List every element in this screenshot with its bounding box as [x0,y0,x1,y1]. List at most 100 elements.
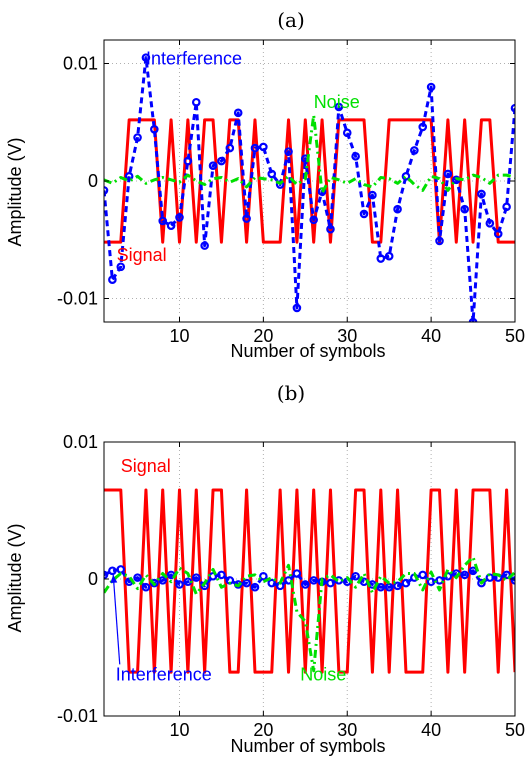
panel-a-interference-point [133,133,142,142]
panel-a-interference-point [108,275,117,285]
panel-a-interference-point [309,215,318,225]
panel-a-y-tick-label: 0.01 [63,54,98,74]
panel-b-interference-point [191,573,201,582]
panel-b-y-tick-label: -0.01 [57,706,98,726]
panel-a-x-tick-label: 40 [421,326,441,346]
panel-b-annotation-interference: Interference [116,664,212,684]
panel-b-y-axis-title: Amplitude (V) [5,523,25,632]
panel-a-noise-line [104,113,515,195]
panel-a-interference-point [267,169,277,179]
panel-a-interference-point [250,143,260,153]
panel-a-x-tick-label: 20 [253,326,273,346]
panel-a-interference-point [141,53,151,62]
panel-b-interference-point [267,578,277,588]
panel-a-interference-point [359,209,369,219]
panel-b-y-tick-label: 0 [88,569,98,589]
panel-a-x-tick-label: 50 [505,326,525,346]
panel-a-annotation-noise: Noise [314,92,360,112]
panel-a-interference-point [150,125,159,134]
panel-a-interference-point [342,128,352,138]
panel-a-x-axis-title: Number of symbols [230,341,385,361]
panel-a-interference-point [191,97,201,107]
panel-a-interference-point [426,82,436,92]
panel-a-interference-point [460,204,469,214]
panel-a-annotation-interference: Interference [146,49,242,69]
panel-a-interference-point [351,152,360,161]
panel-b-interference-point [393,581,402,591]
panel-b-interference-point [217,570,226,580]
panel-b-interference-point [502,570,511,580]
panel-b-interference-point [259,571,268,581]
panel-a-interference-point [200,241,209,250]
panel-a-interference-point [242,214,251,223]
panel-b-interference-point [309,576,318,585]
panel-b-interference-point [418,570,428,580]
panel-a-interference-line [104,56,515,322]
panel-a-x-tick-label: 30 [337,326,357,346]
panel-b-interference-point [301,580,310,589]
panel-b-x-tick-label: 40 [421,720,441,740]
panel-a-x-tick-label: 10 [169,326,189,346]
panel-b-interference-point [175,580,184,589]
panel-a-interference-point [502,202,511,212]
panel-b-interference-point [108,566,117,576]
panel-b-interference-point [477,578,486,588]
panel-a-y-axis-title: Amplitude (V) [5,137,25,246]
panel-b-interference-point [326,578,335,588]
panel-a-interference-point [175,213,184,222]
panel-a-interference-point [292,303,302,313]
panel-a-interference-point [401,172,411,181]
panel-b-interference-point [150,578,159,588]
panel-b-x-tick-label: 50 [505,720,525,740]
panel-b-interference-point [376,582,386,592]
panel-a-interference-point [384,251,394,261]
panel-a-y-tick-label: 0 [88,171,98,191]
panel-b-label: (b) [277,381,305,405]
panel-a-interference-point [326,224,335,234]
panel-a-interference-point [116,262,126,272]
panel-b-chart: 10 20 30 40 50 -0.01 0 0.01 Signal Interference No… [57,432,525,740]
panel-b-noise-line [104,555,515,673]
panel-b-interference-point [401,578,411,588]
panel-b-annotation-signal: Signal [121,456,171,476]
panel-a-annotation-signal: Signal [117,245,167,265]
panel-a-interference-point [158,216,168,226]
panel-a-interference-point [376,254,386,263]
panel-b-interference-point [351,571,360,581]
panel-a-interference-point [435,236,444,246]
panel-b-y-tick-label: 0.01 [63,432,98,452]
panel-a-interference-point [259,142,268,152]
panel-b-interference-point [292,569,302,578]
panel-a-interference-point [275,180,285,189]
panel-b-annotation-noise: Noise [300,664,346,684]
panel-a-interference-point [477,189,486,199]
panel-a-label: (a) [277,8,305,32]
panel-b-interference-point [435,576,444,585]
panel-b-annotation-arrowhead [110,574,118,584]
panel-a-interference-point [217,156,226,166]
panel-b-interference-point [141,582,151,592]
panel-a-interference-point [418,122,428,132]
panel-a-interference-point [225,143,235,153]
panel-b-interference-point [485,573,495,582]
panel-a-interference-point [183,156,193,166]
panel-b-x-tick-label: 20 [253,720,273,740]
panel-a-interference-point [284,147,293,156]
panel-b-x-tick-label: 10 [169,720,189,740]
panel-b-interference-point [460,570,469,580]
panel-b-interference-line [104,567,515,589]
panel-b-interference-point [242,578,251,588]
panel-a-chart: 10 20 30 40 50 -0.01 0 0.01 Interference Noise Sig… [57,39,525,346]
panel-b-x-axis-title: Number of symbols [230,736,385,756]
panel-b-interference-point [158,576,168,585]
panel-a-interference-point [233,108,243,118]
panel-a-interference-point [334,102,344,112]
panel-b-interference-point [133,573,142,582]
panel-a-interference-point [485,219,495,228]
panel-a-interference-point [208,161,218,171]
panel-b-interference-point [250,582,260,592]
panel-a-interference-point [410,146,419,155]
panel-a-interference-point [166,221,176,230]
panel-b-x-tick-label: 30 [337,720,357,740]
